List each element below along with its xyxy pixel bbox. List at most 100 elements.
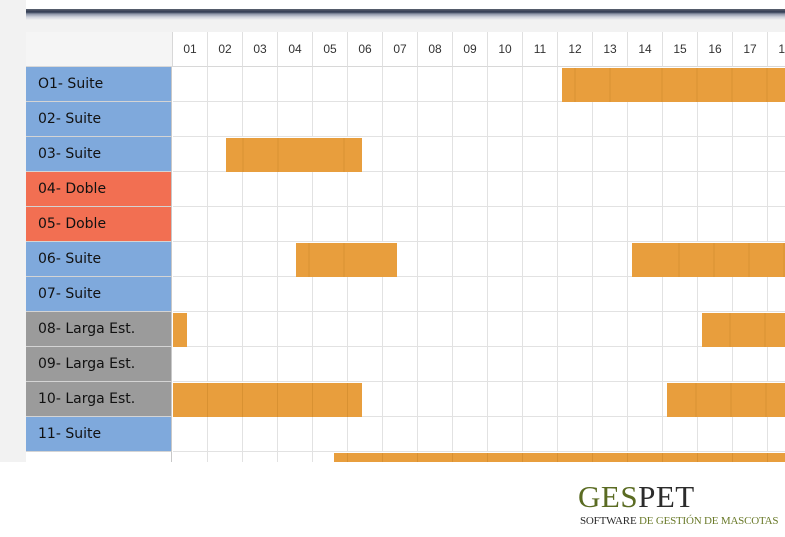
calendar-cell[interactable]	[698, 102, 733, 137]
calendar-cell[interactable]	[733, 417, 768, 452]
room-label[interactable]: 09- Larga Est.	[26, 347, 172, 382]
calendar-cell[interactable]	[453, 207, 488, 242]
calendar-cell[interactable]	[418, 102, 453, 137]
calendar-cell[interactable]	[593, 172, 628, 207]
calendar-cell[interactable]	[663, 137, 698, 172]
calendar-cell[interactable]	[698, 347, 733, 382]
calendar-cell[interactable]	[173, 417, 208, 452]
calendar-cell[interactable]	[733, 347, 768, 382]
calendar-cell[interactable]	[628, 417, 663, 452]
room-label[interactable]: 03- Suite	[26, 137, 172, 172]
calendar-cell[interactable]	[208, 347, 243, 382]
calendar-cell[interactable]	[698, 172, 733, 207]
calendar-cell[interactable]	[453, 137, 488, 172]
calendar-cell[interactable]	[768, 102, 785, 137]
calendar-cell[interactable]	[768, 277, 785, 312]
calendar-cell[interactable]	[383, 67, 418, 102]
calendar-cell[interactable]	[453, 277, 488, 312]
calendar-cell[interactable]	[348, 312, 383, 347]
booking-bar[interactable]	[173, 312, 187, 347]
booking-bar[interactable]	[225, 137, 362, 172]
calendar-cell[interactable]	[488, 347, 523, 382]
calendar-cell[interactable]	[523, 242, 558, 277]
calendar-cell[interactable]	[383, 137, 418, 172]
calendar-cell[interactable]	[243, 277, 278, 312]
calendar-cell[interactable]	[418, 417, 453, 452]
calendar-cell[interactable]	[488, 207, 523, 242]
calendar-cell[interactable]	[243, 67, 278, 102]
calendar-cell[interactable]	[418, 277, 453, 312]
calendar-cell[interactable]	[558, 102, 593, 137]
booking-bar[interactable]	[173, 382, 362, 417]
room-label[interactable]: 06- Suite	[26, 242, 172, 277]
booking-bar[interactable]	[334, 452, 785, 462]
calendar-cell[interactable]	[278, 207, 313, 242]
calendar-cell[interactable]	[383, 382, 418, 417]
calendar-cell[interactable]	[768, 137, 785, 172]
calendar-cell[interactable]	[208, 207, 243, 242]
calendar-cell[interactable]	[313, 417, 348, 452]
calendar-cell[interactable]	[313, 312, 348, 347]
calendar-cell[interactable]	[663, 312, 698, 347]
calendar-cell[interactable]	[348, 277, 383, 312]
calendar-cell[interactable]	[628, 382, 663, 417]
calendar-cell[interactable]	[313, 347, 348, 382]
calendar-cell[interactable]	[558, 207, 593, 242]
calendar-cell[interactable]	[453, 347, 488, 382]
calendar-cell[interactable]	[488, 277, 523, 312]
calendar-cell[interactable]	[208, 172, 243, 207]
calendar-cell[interactable]	[383, 242, 418, 277]
calendar-cell[interactable]	[593, 417, 628, 452]
calendar-cell[interactable]	[173, 312, 208, 347]
calendar-cell[interactable]	[418, 382, 453, 417]
calendar-cell[interactable]	[313, 67, 348, 102]
calendar-cell[interactable]	[593, 277, 628, 312]
calendar-cell[interactable]	[523, 207, 558, 242]
calendar-cell[interactable]	[523, 312, 558, 347]
calendar-cell[interactable]	[523, 347, 558, 382]
calendar-cell[interactable]	[488, 242, 523, 277]
calendar-cell[interactable]	[173, 242, 208, 277]
calendar-cell[interactable]	[418, 67, 453, 102]
calendar-cell[interactable]	[768, 347, 785, 382]
calendar-cell[interactable]	[628, 172, 663, 207]
booking-bar[interactable]	[561, 67, 785, 102]
calendar-cell[interactable]	[383, 347, 418, 382]
room-label[interactable]	[26, 452, 172, 462]
calendar-cell[interactable]	[628, 207, 663, 242]
calendar-cell[interactable]	[628, 277, 663, 312]
booking-bar[interactable]	[295, 242, 397, 277]
calendar-cell[interactable]	[663, 102, 698, 137]
calendar-cell[interactable]	[173, 207, 208, 242]
calendar-cell[interactable]	[488, 172, 523, 207]
calendar-cell[interactable]	[628, 312, 663, 347]
calendar-cell[interactable]	[663, 172, 698, 207]
calendar-cell[interactable]	[488, 102, 523, 137]
calendar-cell[interactable]	[663, 207, 698, 242]
calendar-cell[interactable]	[243, 207, 278, 242]
calendar-cell[interactable]	[243, 242, 278, 277]
calendar-cell[interactable]	[733, 137, 768, 172]
calendar-cell[interactable]	[558, 137, 593, 172]
calendar-cell[interactable]	[488, 382, 523, 417]
calendar-cell[interactable]	[523, 67, 558, 102]
calendar-cell[interactable]	[173, 452, 208, 462]
calendar-cell[interactable]	[453, 172, 488, 207]
calendar-cell[interactable]	[453, 312, 488, 347]
room-label[interactable]: 02- Suite	[26, 102, 172, 137]
calendar-cell[interactable]	[698, 277, 733, 312]
calendar-cell[interactable]	[628, 347, 663, 382]
calendar-cell[interactable]	[348, 382, 383, 417]
calendar-cell[interactable]	[698, 207, 733, 242]
calendar-cell[interactable]	[768, 172, 785, 207]
booking-bar[interactable]	[701, 312, 785, 347]
calendar-cell[interactable]	[523, 277, 558, 312]
calendar-cell[interactable]	[208, 242, 243, 277]
calendar-cell[interactable]	[593, 312, 628, 347]
calendar-cell[interactable]	[243, 312, 278, 347]
calendar-cell[interactable]	[453, 67, 488, 102]
room-label[interactable]: 08- Larga Est.	[26, 312, 172, 347]
calendar-cell[interactable]	[523, 382, 558, 417]
calendar-cell[interactable]	[768, 207, 785, 242]
calendar-cell[interactable]	[313, 172, 348, 207]
